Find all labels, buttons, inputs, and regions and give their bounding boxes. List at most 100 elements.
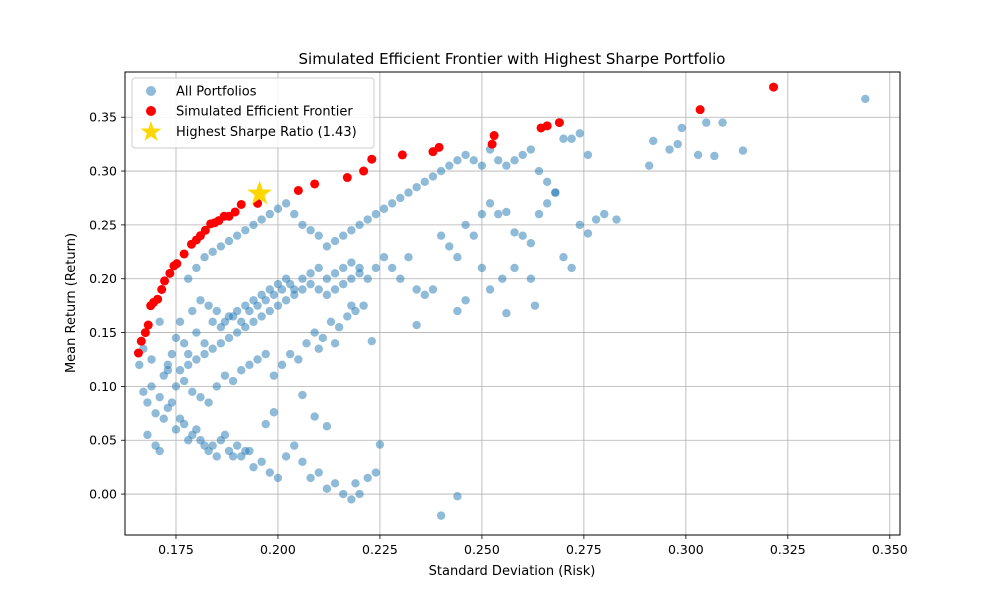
portfolio-point: [502, 207, 511, 217]
portfolio-point: [542, 199, 552, 208]
portfolio-point: [179, 419, 189, 429]
portfolio-point: [261, 296, 270, 305]
frontier-point: [165, 268, 175, 278]
portfolio-point: [261, 419, 270, 429]
portfolio-point: [306, 473, 315, 483]
legend-label-frontier: Simulated Efficient Frontier: [176, 105, 353, 120]
portfolio-point: [175, 366, 185, 375]
portfolio-point: [355, 489, 364, 499]
chart-title: Simulated Efficient Frontier with Highes…: [299, 50, 726, 68]
frontier-point: [769, 82, 779, 92]
portfolio-point: [330, 285, 340, 294]
portfolio-point: [436, 511, 446, 520]
portfolio-point: [265, 306, 275, 316]
portfolio-point: [530, 301, 540, 310]
portfolio-point: [542, 177, 552, 187]
legend: All Portfolios Simulated Efficient Front…: [131, 77, 375, 149]
portfolio-point: [208, 317, 217, 327]
portfolio-point: [318, 333, 328, 343]
portfolio-point: [306, 279, 315, 289]
portfolio-point: [404, 253, 413, 262]
portfolio-point: [232, 441, 242, 450]
portfolio-point: [261, 349, 270, 359]
portfolio-point: [334, 322, 344, 332]
portfolio-point: [612, 215, 621, 224]
frontier-point: [434, 142, 444, 152]
portfolio-point: [428, 285, 438, 294]
portfolio-point: [738, 146, 748, 155]
x-tick-label: 0.300: [668, 542, 704, 557]
portfolio-point: [204, 301, 213, 310]
portfolio-point: [310, 328, 319, 337]
y-tick-label: 0.30: [89, 164, 117, 179]
portfolio-point: [347, 274, 356, 283]
portfolio-point: [216, 242, 226, 251]
portfolio-point: [461, 220, 470, 230]
portfolio-point: [518, 150, 527, 160]
legend-box: [131, 77, 375, 149]
portfolio-point: [314, 263, 323, 273]
portfolio-point: [363, 473, 372, 483]
portfolio-point: [445, 242, 454, 251]
portfolio-point: [212, 306, 221, 316]
portfolio-point: [396, 193, 405, 203]
portfolio-point: [273, 301, 283, 310]
frontier-point: [397, 150, 407, 160]
portfolio-point: [290, 209, 299, 219]
portfolio-point: [192, 328, 201, 337]
portfolio-point: [171, 382, 181, 391]
portfolio-point: [167, 349, 177, 359]
portfolio-point: [477, 209, 487, 219]
portfolio-point: [171, 333, 181, 343]
max-sharpe-star: [247, 180, 272, 205]
portfolio-point: [339, 263, 348, 273]
portfolio-point: [379, 253, 389, 262]
portfolio-point: [693, 150, 703, 160]
portfolio-point: [404, 188, 413, 197]
portfolio-point: [436, 231, 446, 240]
portfolio-point: [269, 371, 279, 380]
portfolio-point: [718, 118, 727, 127]
portfolio-point: [196, 296, 205, 305]
portfolio-point: [363, 274, 372, 283]
frontier-point: [359, 166, 369, 176]
portfolio-point: [583, 229, 593, 238]
y-tick-label: 0.35: [89, 110, 117, 125]
x-tick-label: 0.325: [770, 542, 806, 557]
portfolio-point: [494, 209, 503, 219]
portfolio-point: [196, 392, 205, 402]
x-tick-label: 0.275: [566, 542, 602, 557]
portfolio-point: [175, 317, 185, 327]
portfolio-point: [330, 269, 340, 278]
portfolio-point: [200, 349, 209, 359]
portfolio-point: [159, 414, 168, 423]
portfolio-point: [420, 177, 430, 187]
legend-label-all-portfolios: All Portfolios: [176, 85, 257, 100]
frontier-point: [310, 179, 320, 189]
portfolio-point: [273, 204, 283, 213]
portfolio-point: [375, 440, 385, 449]
portfolio-point: [322, 422, 332, 431]
portfolio-point: [294, 355, 303, 364]
frontier-point: [136, 336, 146, 346]
frontier-point: [153, 294, 163, 304]
portfolio-point: [559, 253, 568, 262]
portfolio-point: [379, 204, 389, 213]
portfolio-point: [314, 344, 323, 353]
portfolio-point: [184, 360, 193, 370]
portfolio-point: [147, 355, 156, 364]
portfolio-point: [237, 366, 246, 375]
frontier-point: [542, 121, 552, 131]
portfolio-point: [192, 355, 201, 364]
portfolio-point: [212, 452, 221, 461]
frontier-point: [342, 173, 352, 183]
portfolio-point: [355, 220, 364, 230]
portfolio-point: [494, 156, 503, 165]
portfolio-point: [644, 161, 654, 170]
portfolio-point: [371, 263, 381, 273]
portfolio-point: [351, 479, 360, 488]
portfolio-point: [469, 231, 478, 240]
plot-area-frame: [124, 71, 901, 536]
portfolio-point: [269, 408, 279, 417]
portfolio-point: [485, 285, 495, 294]
